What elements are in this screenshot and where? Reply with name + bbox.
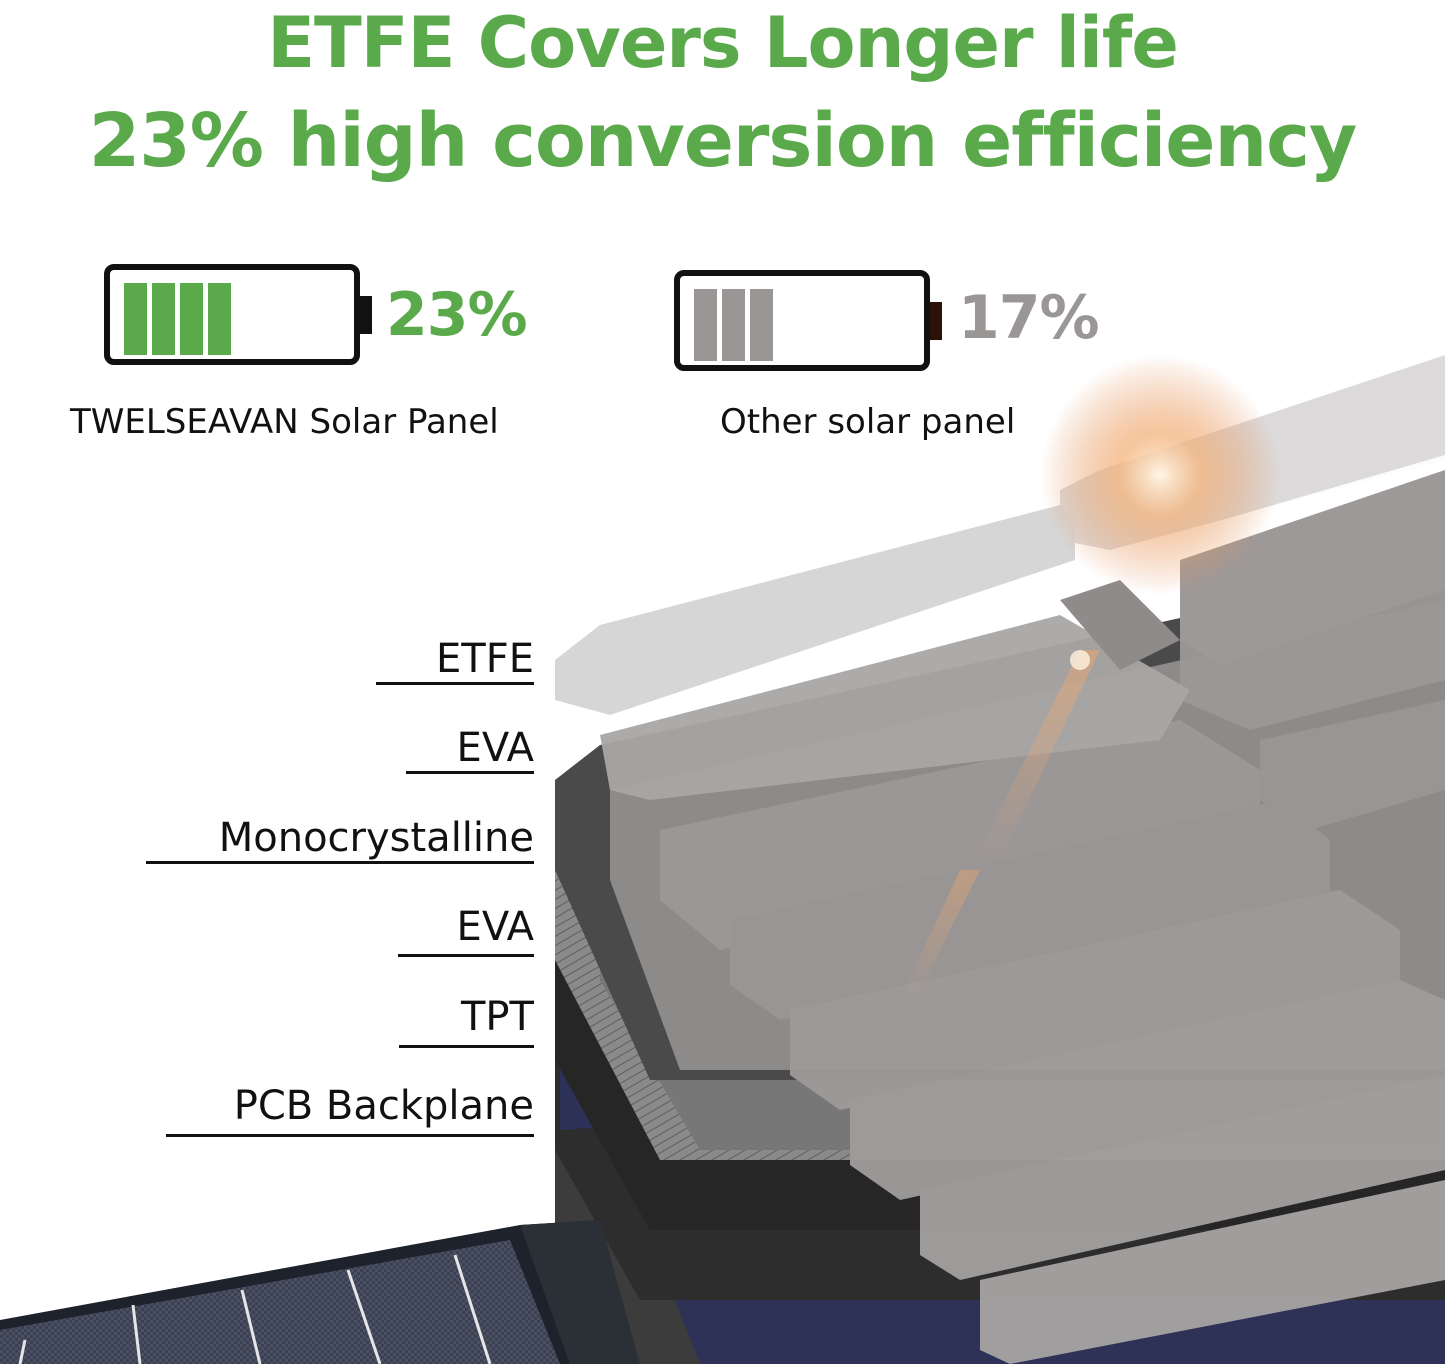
battery-cell bbox=[180, 283, 203, 355]
layer-eva-2 bbox=[555, 720, 1445, 1230]
battery-cell bbox=[152, 283, 175, 355]
battery-cell bbox=[208, 283, 231, 355]
battery-cell bbox=[750, 289, 773, 361]
layer-pcb-backplane bbox=[555, 890, 1445, 1364]
layer-monocrystalline bbox=[555, 640, 1445, 1160]
layer-underline bbox=[376, 682, 534, 685]
layer-label-eva: EVA bbox=[456, 725, 534, 771]
layer-label-monocrystalline: Monocrystalline bbox=[218, 815, 534, 861]
sun-flare-icon bbox=[900, 355, 1280, 1000]
battery-icon-other bbox=[674, 270, 942, 371]
battery-terminal bbox=[930, 302, 942, 340]
layer-underline bbox=[399, 1045, 534, 1048]
layer-label-tpt: TPT bbox=[461, 994, 534, 1040]
folded-solar-panel bbox=[0, 1220, 640, 1364]
battery-icon-ours bbox=[104, 264, 372, 365]
efficiency-percent-ours: 23% bbox=[386, 280, 528, 350]
battery-cell bbox=[124, 283, 147, 355]
battery-cell bbox=[694, 289, 717, 361]
layer-label-eva-2: EVA bbox=[456, 904, 534, 950]
headline-line-1: ETFE Covers Longer life bbox=[267, 2, 1179, 84]
battery-cell bbox=[722, 289, 745, 361]
efficiency-percent-other: 17% bbox=[958, 283, 1100, 353]
headline-line-2: 23% high conversion efficiency bbox=[88, 98, 1358, 184]
layer-label-etfe: ETFE bbox=[436, 636, 534, 682]
layer-underline bbox=[166, 1134, 534, 1137]
layer-underline bbox=[398, 954, 534, 957]
layer-label-pcb-backplane: PCB Backplane bbox=[233, 1083, 534, 1129]
caption-ours: TWELSEAVAN Solar Panel bbox=[70, 402, 499, 442]
cell-grid bbox=[660, 580, 1445, 1364]
layer-underline bbox=[406, 771, 534, 774]
layer-underline bbox=[146, 861, 534, 864]
caption-other: Other solar panel bbox=[720, 402, 1016, 442]
layer-eva-1 bbox=[555, 560, 1445, 1080]
battery-terminal bbox=[360, 296, 372, 334]
layer-tpt bbox=[555, 820, 1445, 1300]
